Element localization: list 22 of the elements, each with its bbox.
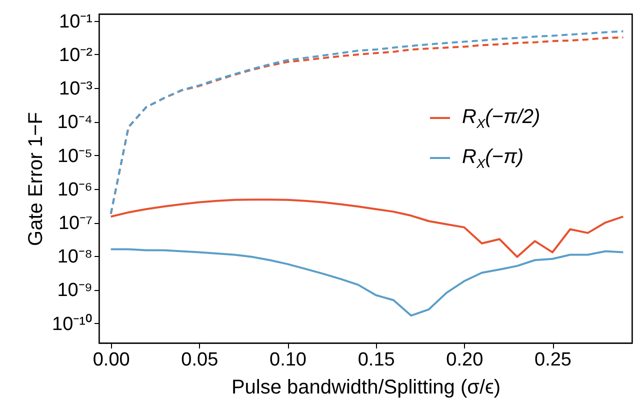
y-tick-label: 10⁻⁶ bbox=[58, 179, 92, 200]
x-tick-label: 0.25 bbox=[534, 350, 572, 370]
y-tick-label: 10⁻² bbox=[59, 44, 92, 66]
y-tick-label: 10⁻¹ bbox=[59, 11, 92, 32]
line-series bbox=[110, 248, 624, 317]
y-tick-label: 10⁻⁸ bbox=[57, 246, 92, 268]
x-tick-label: 0.15 bbox=[358, 350, 395, 370]
y-tick-label: 10⁻³ bbox=[59, 78, 92, 100]
x-tick-label: 0.00 bbox=[92, 350, 130, 370]
x-axis-title: Pulse bandwidth/Splitting (σ/ϵ) bbox=[231, 376, 501, 398]
y-tick-label: 10⁻⁴ bbox=[57, 112, 92, 134]
y-tick-label: 10⁻¹⁰ bbox=[52, 312, 92, 335]
y-axis-title: Gate Error 1−F bbox=[25, 112, 48, 246]
y-tick-label: 10⁻⁹ bbox=[57, 280, 92, 302]
legend-label: R$_{X}$(−π/2) bbox=[462, 106, 540, 130]
legend-label: R$_{X}$(−π) bbox=[462, 146, 524, 170]
x-tick-label: 0.10 bbox=[270, 350, 306, 370]
line-series bbox=[110, 198, 624, 258]
y-tick-label: 10⁻⁵ bbox=[57, 146, 92, 167]
y-tick-label: 10⁻⁷ bbox=[58, 213, 93, 234]
x-tick-label: 0.20 bbox=[446, 350, 484, 370]
x-tick-label: 0.05 bbox=[181, 350, 218, 370]
